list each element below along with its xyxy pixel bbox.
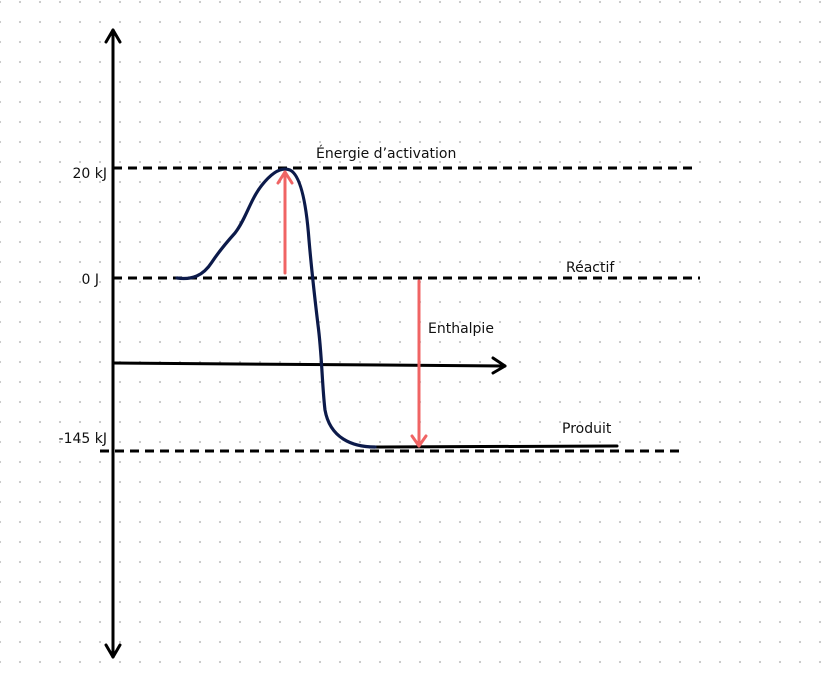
activation-energy-label: Énergie d’activation [316, 145, 456, 162]
reaction-energy-curve [175, 167, 377, 449]
horizontal-axis-arrowhead [491, 356, 507, 375]
enthalpy-arrowhead [410, 434, 428, 448]
vertical-axis-top-arrowhead [104, 28, 122, 44]
vertical-axis-bottom-arrowhead [104, 643, 122, 659]
product-label: Produit [562, 421, 612, 437]
activation-energy-arrowhead [276, 170, 294, 185]
tick-label-minus145kj: -145 kJ [59, 431, 107, 447]
tick-label-20kj: 20 kJ [72, 166, 107, 182]
reactant-label: Réactif [566, 260, 615, 276]
tick-label-0j: 0 J [82, 272, 100, 288]
horizontal-axis [111, 361, 507, 368]
product-level-line [368, 444, 619, 449]
enthalpy-label: Enthalpie [428, 321, 494, 337]
